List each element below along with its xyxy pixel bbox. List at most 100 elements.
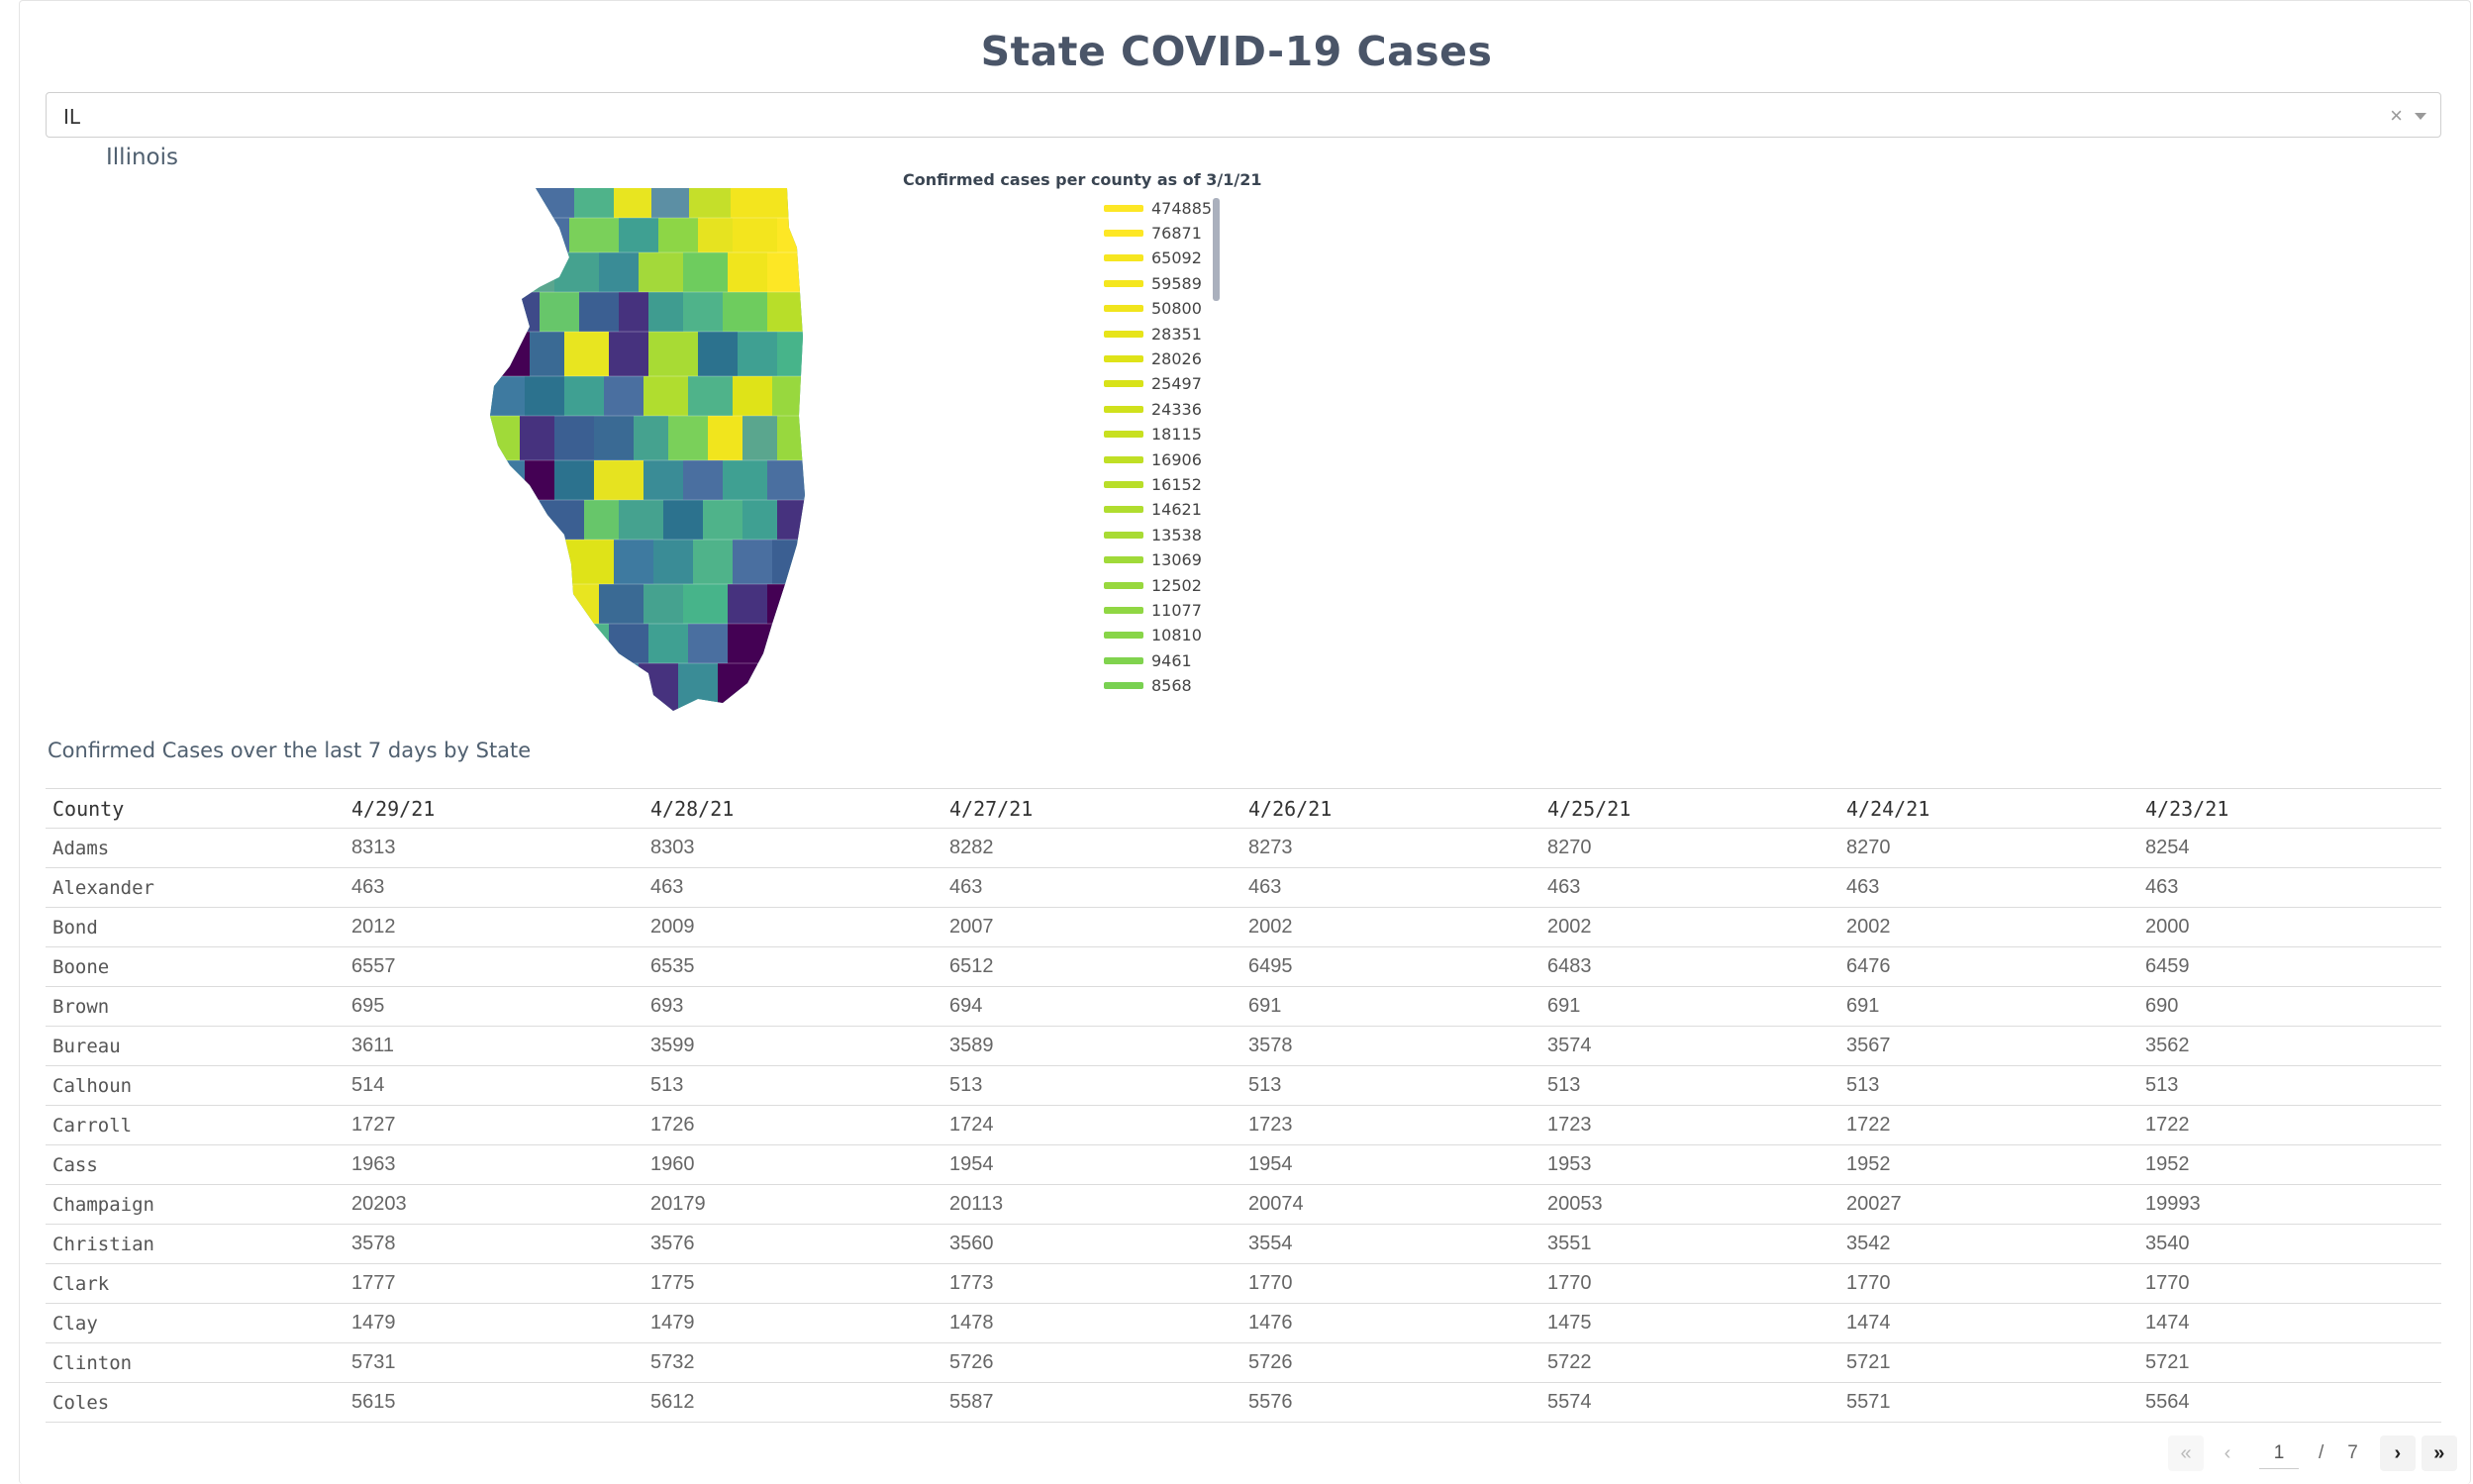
table-row: Alexander 463 463 463 463 463 463 463 (46, 867, 2441, 908)
legend-item[interactable]: 474885 (1104, 198, 1212, 218)
county-name-cell: Calhoun (46, 1065, 345, 1106)
case-count-cell: 1963 (345, 1144, 643, 1185)
legend-item[interactable]: 16906 (1104, 449, 1202, 469)
table-row: Coles 5615 5612 5587 5576 5574 5571 5564 (46, 1382, 2441, 1423)
column-header-date[interactable]: 4/26/21 (1241, 788, 1540, 829)
legend-label: 16152 (1151, 474, 1202, 494)
column-header-date[interactable]: 4/23/21 (2138, 788, 2441, 829)
case-count-cell: 5722 (1540, 1342, 1839, 1383)
legend-item[interactable]: 14621 (1104, 500, 1202, 520)
table-row: Clinton 5731 5732 5726 5726 5722 5721 5721 (46, 1342, 2441, 1383)
table-row: Brown 695 693 694 691 691 691 690 (46, 986, 2441, 1027)
county-name-cell: Boone (46, 946, 345, 987)
legend-swatch (1104, 455, 1143, 463)
case-count-cell: 1723 (1540, 1105, 1839, 1145)
case-count-cell: 691 (1241, 986, 1540, 1027)
case-count-cell: 1770 (1241, 1263, 1540, 1304)
table-row: Bond 2012 2009 2007 2002 2002 2002 2000 (46, 907, 2441, 947)
legend-item[interactable]: 10810 (1104, 626, 1202, 645)
pagination: « ‹ / 7 › » (2168, 1435, 2463, 1471)
previous-page-button[interactable]: ‹ (2224, 1441, 2231, 1464)
case-count-cell: 1954 (942, 1144, 1241, 1185)
case-count-cell: 5576 (1241, 1382, 1540, 1423)
case-count-cell: 3578 (1241, 1026, 1540, 1066)
state-dropdown-value: IL (63, 105, 81, 129)
case-count-cell: 5587 (942, 1382, 1241, 1423)
legend-item[interactable]: 50800 (1104, 299, 1202, 319)
column-header-date[interactable]: 4/25/21 (1540, 788, 1839, 829)
case-count-cell: 463 (942, 867, 1241, 908)
legend-label: 13538 (1151, 525, 1202, 544)
column-header-date[interactable]: 4/27/21 (942, 788, 1241, 829)
case-count-cell: 690 (2138, 986, 2441, 1027)
legend-item[interactable]: 13069 (1104, 550, 1202, 570)
legend-swatch (1104, 405, 1143, 413)
legend-scrollbar[interactable] (1213, 198, 1220, 301)
table-row: Clay 1479 1479 1478 1476 1475 1474 1474 (46, 1303, 2441, 1343)
legend-item[interactable]: 8568 (1104, 676, 1192, 696)
legend-item[interactable]: 18115 (1104, 425, 1202, 445)
page-title: State COVID-19 Cases (980, 28, 1493, 75)
map-state-name: Illinois (106, 145, 178, 170)
first-page-button[interactable]: « (2168, 1435, 2204, 1471)
legend-item[interactable]: 59589 (1104, 273, 1202, 293)
legend-item[interactable]: 9461 (1104, 650, 1192, 670)
column-header-date[interactable]: 4/28/21 (643, 788, 942, 829)
case-count-cell: 3611 (345, 1026, 643, 1066)
state-dropdown[interactable]: IL × (46, 92, 2441, 138)
legend-label: 25497 (1151, 374, 1202, 394)
case-count-cell: 19993 (2138, 1184, 2441, 1225)
case-count-cell: 20203 (345, 1184, 643, 1225)
county-name-cell: Adams (46, 828, 345, 868)
case-count-cell: 463 (345, 867, 643, 908)
case-count-cell: 463 (643, 867, 942, 908)
legend-swatch (1104, 254, 1143, 262)
county-name-cell: Bond (46, 907, 345, 947)
case-count-cell: 513 (1540, 1065, 1839, 1106)
legend-swatch (1104, 330, 1143, 338)
next-page-button[interactable]: › (2379, 1435, 2416, 1471)
legend-item[interactable]: 76871 (1104, 223, 1202, 243)
legend-item[interactable]: 28026 (1104, 348, 1202, 368)
clear-icon[interactable]: × (2390, 103, 2403, 128)
case-count-cell: 691 (1540, 986, 1839, 1027)
case-count-cell: 20053 (1540, 1184, 1839, 1225)
page-number-input[interactable] (2259, 1437, 2299, 1469)
legend-item[interactable]: 16152 (1104, 474, 1202, 494)
case-count-cell: 463 (1241, 867, 1540, 908)
case-count-cell: 2009 (643, 907, 942, 947)
case-count-cell: 8303 (643, 828, 942, 868)
legend-label: 9461 (1151, 650, 1192, 670)
case-count-cell: 1770 (2138, 1263, 2441, 1304)
column-header-date[interactable]: 4/29/21 (345, 788, 643, 829)
case-count-cell: 1777 (345, 1263, 643, 1304)
last-page-button[interactable]: » (2421, 1435, 2457, 1471)
case-count-cell: 2012 (345, 907, 643, 947)
legend-swatch (1104, 229, 1143, 237)
case-count-cell: 5731 (345, 1342, 643, 1383)
case-count-cell: 693 (643, 986, 942, 1027)
legend-swatch (1104, 279, 1143, 287)
legend-swatch (1104, 380, 1143, 388)
legend-swatch (1104, 682, 1143, 690)
legend-item[interactable]: 28351 (1104, 324, 1202, 344)
legend-swatch (1104, 431, 1143, 439)
case-count-cell: 463 (2138, 867, 2441, 908)
case-count-cell: 513 (1839, 1065, 2138, 1106)
legend-item[interactable]: 12502 (1104, 575, 1202, 595)
case-count-cell: 6476 (1839, 946, 2138, 987)
case-count-cell: 1960 (643, 1144, 942, 1185)
map-legend[interactable]: 474885 76871 65092 59589 50800 28351 28026 2549… (1104, 198, 1223, 703)
legend-item[interactable]: 24336 (1104, 399, 1202, 419)
legend-item[interactable]: 65092 (1104, 248, 1202, 268)
legend-swatch (1104, 632, 1143, 640)
column-header-county[interactable]: County (46, 788, 345, 829)
legend-item[interactable]: 25497 (1104, 374, 1202, 394)
chevron-down-icon[interactable] (2415, 113, 2426, 120)
county-choropleth-map[interactable] (470, 188, 827, 713)
legend-item[interactable]: 11077 (1104, 600, 1202, 620)
legend-item[interactable]: 13538 (1104, 525, 1202, 544)
column-header-date[interactable]: 4/24/21 (1839, 788, 2138, 829)
legend-swatch (1104, 656, 1143, 664)
case-count-cell: 6535 (643, 946, 942, 987)
